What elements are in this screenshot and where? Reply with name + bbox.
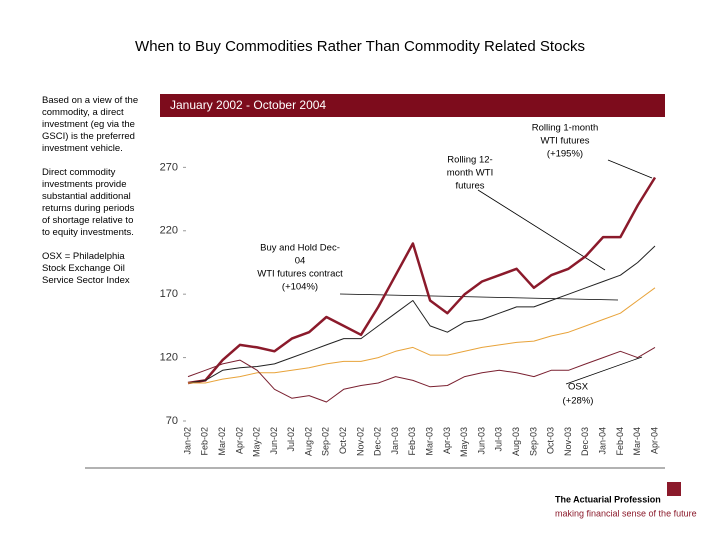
x-tick-label: Jul-03 xyxy=(494,427,504,452)
annotation: month WTI xyxy=(447,168,493,179)
x-tick-label: Jun-03 xyxy=(476,427,486,455)
y-tick-label: 270 xyxy=(160,161,178,173)
x-tick-label: Nov-03 xyxy=(563,427,573,456)
chart-title: January 2002 - October 2004 xyxy=(170,98,326,112)
x-tick-label: Dec-03 xyxy=(580,427,590,456)
footer-tagline: making financial sense of the future xyxy=(555,508,697,518)
x-tick-label: Aug-03 xyxy=(511,427,521,456)
annotation: OSX xyxy=(568,382,589,393)
series-line xyxy=(188,287,656,384)
annotation: futures xyxy=(455,181,484,192)
note: OSX = Philadelphia Stock Exchange Oil Se… xyxy=(42,251,130,286)
x-tick-label: Sep-02 xyxy=(321,427,331,456)
note: Direct commodity investments provide sub… xyxy=(42,167,135,238)
arrow xyxy=(607,159,653,179)
arrows xyxy=(339,159,653,385)
x-tick-label: Nov-02 xyxy=(355,427,365,456)
banner xyxy=(160,94,665,117)
annotation: WTI futures xyxy=(540,136,589,147)
x-tick-label: Dec-02 xyxy=(373,427,383,456)
x-tick-label: Mar-02 xyxy=(217,427,227,456)
series-line xyxy=(187,176,657,385)
x-tick-label: Mar-04 xyxy=(632,427,642,456)
y-tick-label: 120 xyxy=(160,351,178,363)
x-tick-label: May-03 xyxy=(459,427,469,457)
x-tick-label: Jan-02 xyxy=(182,427,192,455)
annotation: (+195%) xyxy=(547,149,583,160)
x-tick-label: May-02 xyxy=(252,427,262,457)
series-line xyxy=(187,245,656,384)
y-tick-label: 170 xyxy=(160,288,178,300)
x-tick-label: Jan-03 xyxy=(390,427,400,455)
y-tick-label: 220 xyxy=(160,225,178,237)
footer-name: The Actuarial Profession xyxy=(555,494,661,504)
annotation: Buy and Hold Dec- xyxy=(260,243,340,254)
arrow xyxy=(565,356,643,385)
arrow xyxy=(477,189,606,271)
series-line xyxy=(187,346,656,403)
notes: Based on a view of the commodity, a dire… xyxy=(42,95,142,299)
annotation: Rolling 12- xyxy=(447,155,492,166)
x-tick-label: Apr-02 xyxy=(234,427,244,454)
x-tick-label: Apr-03 xyxy=(442,427,452,454)
annotation: 04 xyxy=(295,256,306,267)
annotation: (+104%) xyxy=(282,282,318,293)
x-tick-label: Feb-03 xyxy=(407,427,417,456)
x-tick-label: Mar-03 xyxy=(425,427,435,456)
x-tick-label: Feb-04 xyxy=(615,427,625,456)
slide-title: When to Buy Commodities Rather Than Comm… xyxy=(135,38,585,55)
x-tick-label: Jun-02 xyxy=(269,427,279,455)
note: Based on a view of the commodity, a dire… xyxy=(42,95,139,154)
annotation: WTI futures contract xyxy=(257,269,343,280)
x-tick-label: Oct-03 xyxy=(546,427,556,454)
x-tick-label: Oct-02 xyxy=(338,427,348,454)
x-tick-label: Aug-02 xyxy=(303,427,313,456)
x-tick-label: Apr-04 xyxy=(649,427,659,454)
logo-mark xyxy=(667,482,681,496)
annotation: (+28%) xyxy=(563,396,594,407)
x-tick-label: Jul-02 xyxy=(286,427,296,452)
y-tick-label: 70 xyxy=(166,415,178,427)
x-tick-label: Feb-02 xyxy=(200,427,210,456)
x-tick-label: Sep-03 xyxy=(528,427,538,456)
annotation: Rolling 1-month xyxy=(532,123,599,134)
x-tick-label: Jan-04 xyxy=(597,427,607,455)
arrow xyxy=(339,293,619,301)
annotations: Rolling 1-month WTI futures (+195%) Roll… xyxy=(257,123,598,407)
